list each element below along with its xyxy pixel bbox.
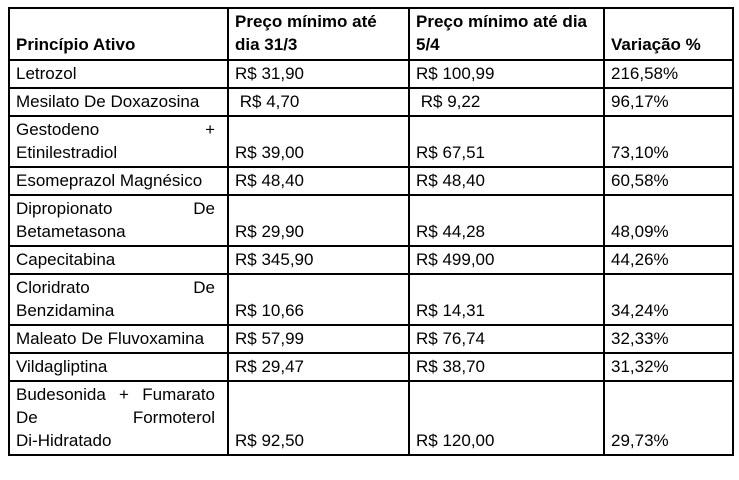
variation-cell: 216,58% <box>603 59 734 89</box>
principio-cell: Gestodeno + Etinilestradiol <box>8 115 229 168</box>
principio-cell: Budesonida + Fumarato De Formoterol Di‑H… <box>8 380 229 456</box>
table-row: Mesilato De Doxazosina R$ 4,70 R$ 9,22 9… <box>8 87 734 117</box>
drug-price-page: Princípio Ativo Preço mínimo até dia 31/… <box>0 7 739 480</box>
price-31-3-cell: R$ 10,66 <box>227 273 410 326</box>
variation-cell: 32,33% <box>603 324 734 354</box>
price-31-3-cell: R$ 57,99 <box>227 324 410 354</box>
principio-cell: Mesilato De Doxazosina <box>8 87 229 117</box>
price-31-3-cell: R$ 39,00 <box>227 115 410 168</box>
variation-cell: 73,10% <box>603 115 734 168</box>
principio-cell: Cloridrato De Benzidamina <box>8 273 229 326</box>
principio-cell: Vildagliptina <box>8 352 229 382</box>
variation-cell: 34,24% <box>603 273 734 326</box>
price-31-3-cell: R$ 4,70 <box>227 87 410 117</box>
price-5-4-cell: R$ 100,99 <box>408 59 605 89</box>
price-31-3-cell: R$ 48,40 <box>227 166 410 196</box>
principio-cell: Capecitabina <box>8 245 229 275</box>
price-5-4-cell: R$ 76,74 <box>408 324 605 354</box>
variation-cell: 29,73% <box>603 380 734 456</box>
price-5-4-cell: R$ 499,00 <box>408 245 605 275</box>
variation-cell: 31,32% <box>603 352 734 382</box>
table-row: Budesonida + Fumarato De Formoterol Di‑H… <box>8 380 734 456</box>
header-row: Princípio Ativo Preço mínimo até dia 31/… <box>8 7 734 61</box>
price-31-3-cell: R$ 29,90 <box>227 194 410 247</box>
principio-cell: Dipropionato De Betametasona <box>8 194 229 247</box>
column-header-variacao: Variação % <box>603 7 734 61</box>
drug-price-table: Princípio Ativo Preço mínimo até dia 31/… <box>8 7 734 456</box>
variation-cell: 48,09% <box>603 194 734 247</box>
table-row: Maleato De Fluvoxamina R$ 57,99 R$ 76,74… <box>8 324 734 354</box>
variation-cell: 44,26% <box>603 245 734 275</box>
price-31-3-cell: R$ 31,90 <box>227 59 410 89</box>
column-header-principio-ativo: Princípio Ativo <box>8 7 229 61</box>
price-31-3-cell: R$ 29,47 <box>227 352 410 382</box>
table-row: Vildagliptina R$ 29,47 R$ 38,70 31,32% <box>8 352 734 382</box>
variation-cell: 96,17% <box>603 87 734 117</box>
table-row: Gestodeno + Etinilestradiol R$ 39,00 R$ … <box>8 115 734 168</box>
price-5-4-cell: R$ 38,70 <box>408 352 605 382</box>
table-row: Dipropionato De Betametasona R$ 29,90 R$… <box>8 194 734 247</box>
column-header-preco-5-4: Preço mínimo até dia 5/4 <box>408 7 605 61</box>
table-row: Letrozol R$ 31,90 R$ 100,99 216,58% <box>8 59 734 89</box>
table-row: Capecitabina R$ 345,90 R$ 499,00 44,26% <box>8 245 734 275</box>
price-5-4-cell: R$ 48,40 <box>408 166 605 196</box>
price-31-3-cell: R$ 92,50 <box>227 380 410 456</box>
principio-cell: Maleato De Fluvoxamina <box>8 324 229 354</box>
price-31-3-cell: R$ 345,90 <box>227 245 410 275</box>
price-5-4-cell: R$ 44,28 <box>408 194 605 247</box>
price-5-4-cell: R$ 120,00 <box>408 380 605 456</box>
column-header-preco-31-3: Preço mínimo até dia 31/3 <box>227 7 410 61</box>
table-row: Cloridrato De Benzidamina R$ 10,66 R$ 14… <box>8 273 734 326</box>
price-5-4-cell: R$ 67,51 <box>408 115 605 168</box>
principio-cell: Esomeprazol Magnésico <box>8 166 229 196</box>
table-row: Esomeprazol Magnésico R$ 48,40 R$ 48,40 … <box>8 166 734 196</box>
principio-cell: Letrozol <box>8 59 229 89</box>
price-5-4-cell: R$ 9,22 <box>408 87 605 117</box>
price-5-4-cell: R$ 14,31 <box>408 273 605 326</box>
variation-cell: 60,58% <box>603 166 734 196</box>
